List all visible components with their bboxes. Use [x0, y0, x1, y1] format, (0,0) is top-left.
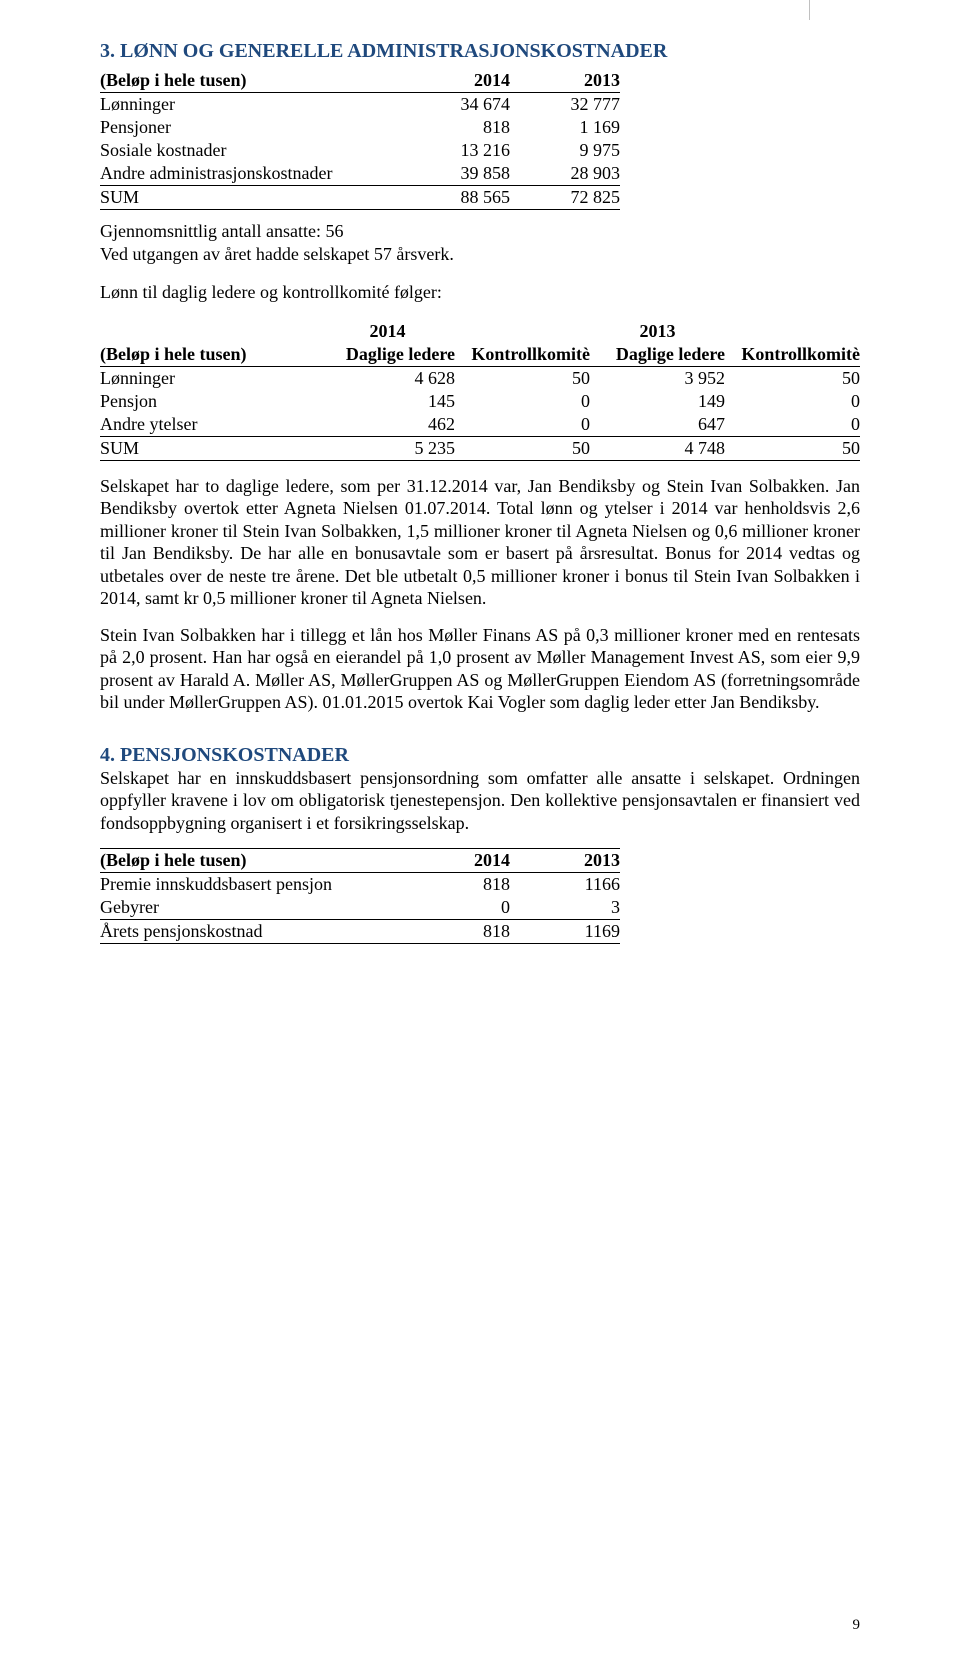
cell-sum: 72 825	[510, 186, 620, 210]
cell-value: 647	[590, 413, 725, 437]
cell-value: 1169	[510, 920, 620, 944]
cell-label: Premie innskuddsbasert pensjon	[100, 873, 400, 897]
paragraph-selskapet: Selskapet har to daglige ledere, som per…	[100, 475, 860, 610]
section4-title: 4. PENSJONSKOSTNADER	[100, 744, 860, 767]
cell-value: 34 674	[400, 93, 510, 117]
table-pension-costs: (Beløp i hele tusen) 2014 2013 Premie in…	[100, 848, 620, 944]
year-2013: 2013	[590, 320, 725, 343]
cell-label: Pensjoner	[100, 116, 400, 139]
col-daglige-ledere: Daglige ledere	[320, 343, 455, 367]
cell-sum: 4 748	[590, 436, 725, 460]
cell-label: Lønninger	[100, 366, 320, 390]
cell-value: 0	[725, 390, 860, 413]
cell-value: 462	[320, 413, 455, 437]
table-year-row: 2014 2013	[100, 320, 860, 343]
cell-value: 3 952	[590, 366, 725, 390]
table-row: Andre ytelser 462 0 647 0	[100, 413, 860, 437]
cell-label: Gebyrer	[100, 896, 400, 920]
cell-value: 149	[590, 390, 725, 413]
text-ansatte-block: Gjennomsnittlig antall ansatte: 56 Ved u…	[100, 220, 860, 265]
table-header-row: (Beløp i hele tusen) 2014 2013	[100, 69, 620, 93]
cell-value: 28 903	[510, 162, 620, 186]
cell-label: Pensjon	[100, 390, 320, 413]
cell-value: 9 975	[510, 139, 620, 162]
table-row: Lønninger 4 628 50 3 952 50	[100, 366, 860, 390]
cell-value: 145	[320, 390, 455, 413]
cell-value: 818	[400, 873, 510, 897]
cell-value: 0	[455, 413, 590, 437]
cell-sum: 50	[455, 436, 590, 460]
cell-value: 0	[455, 390, 590, 413]
cell-value: 3	[510, 896, 620, 920]
table-sum-row: SUM 88 565 72 825	[100, 186, 620, 210]
empty-cell	[100, 320, 320, 343]
table-year-2014: 2014	[400, 69, 510, 93]
year-2014: 2014	[400, 849, 510, 873]
page-container: 3. LØNN OG GENERELLE ADMINISTRASJONSKOST…	[0, 0, 960, 1664]
table-header-row: (Beløp i hele tusen) 2014 2013	[100, 849, 620, 873]
table-row: Premie innskuddsbasert pensjon 818 1166	[100, 873, 620, 897]
cell-value: 1166	[510, 873, 620, 897]
text-lonn-ledere: Lønn til daglig ledere og kontrollkomité…	[100, 281, 860, 304]
cell-sum-label: SUM	[100, 186, 400, 210]
text-aarsverk: Ved utgangen av året hadde selskapet 57 …	[100, 243, 860, 266]
cell-label: Andre administrasjonskostnader	[100, 162, 400, 186]
table-header-label: (Beløp i hele tusen)	[100, 849, 400, 873]
table-row: Sosiale kostnader 13 216 9 975	[100, 139, 620, 162]
table-row: Årets pensjonskostnad 818 1169	[100, 920, 620, 944]
paragraph-solbakken: Stein Ivan Solbakken har i tillegg et lå…	[100, 624, 860, 714]
cell-sum: 50	[725, 436, 860, 460]
table-header-row: (Beløp i hele tusen) Daglige ledere Kont…	[100, 343, 860, 367]
text-ansatte: Gjennomsnittlig antall ansatte: 56	[100, 220, 860, 243]
cell-sum-label: SUM	[100, 436, 320, 460]
table-salaries-admin: (Beløp i hele tusen) 2014 2013 Lønninger…	[100, 69, 620, 210]
cell-value: 50	[455, 366, 590, 390]
col-kontrollkomite: Kontrollkomitè	[725, 343, 860, 367]
cell-value: 818	[400, 920, 510, 944]
cell-label: Lønninger	[100, 93, 400, 117]
cell-label: Årets pensjonskostnad	[100, 920, 400, 944]
table-header-label: (Beløp i hele tusen)	[100, 69, 400, 93]
cell-value: 1 169	[510, 116, 620, 139]
cell-value: 32 777	[510, 93, 620, 117]
table-row: Gebyrer 0 3	[100, 896, 620, 920]
table-header-label: (Beløp i hele tusen)	[100, 343, 320, 367]
table-row: Lønninger 34 674 32 777	[100, 93, 620, 117]
table-year-2013: 2013	[510, 69, 620, 93]
table-daily-leaders: 2014 2013 (Beløp i hele tusen) Daglige l…	[100, 320, 860, 461]
col-daglige-ledere: Daglige ledere	[590, 343, 725, 367]
cell-value: 39 858	[400, 162, 510, 186]
col-kontrollkomite: Kontrollkomitè	[455, 343, 590, 367]
section3-title: 3. LØNN OG GENERELLE ADMINISTRASJONSKOST…	[100, 40, 860, 63]
year-2014: 2014	[320, 320, 455, 343]
cell-label: Sosiale kostnader	[100, 139, 400, 162]
table-row: Andre administrasjonskostnader 39 858 28…	[100, 162, 620, 186]
cell-value: 50	[725, 366, 860, 390]
page-number: 9	[853, 1617, 861, 1634]
margin-tick	[808, 0, 810, 20]
cell-value: 0	[400, 896, 510, 920]
table-sum-row: SUM 5 235 50 4 748 50	[100, 436, 860, 460]
empty-cell	[725, 320, 860, 343]
cell-value: 13 216	[400, 139, 510, 162]
empty-cell	[455, 320, 590, 343]
year-2013: 2013	[510, 849, 620, 873]
table-row: Pensjoner 818 1 169	[100, 116, 620, 139]
cell-value: 818	[400, 116, 510, 139]
cell-sum: 5 235	[320, 436, 455, 460]
cell-sum: 88 565	[400, 186, 510, 210]
paragraph-pensjon: Selskapet har en innskuddsbasert pensjon…	[100, 767, 860, 835]
cell-value: 0	[725, 413, 860, 437]
table-row: Pensjon 145 0 149 0	[100, 390, 860, 413]
cell-label: Andre ytelser	[100, 413, 320, 437]
cell-value: 4 628	[320, 366, 455, 390]
